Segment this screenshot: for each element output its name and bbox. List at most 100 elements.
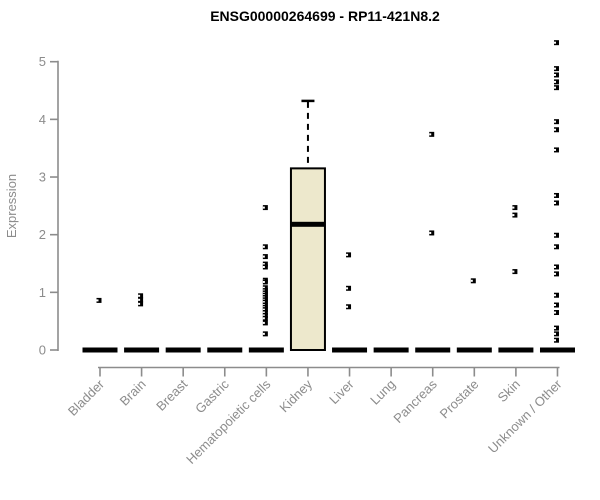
outlier-point	[262, 310, 268, 316]
x-tick-label-liver: Liver	[326, 376, 357, 407]
outlier-point-notch	[262, 314, 265, 317]
outlier-point-notch	[553, 272, 556, 275]
outlier-point-notch	[262, 206, 265, 209]
outlier-point	[553, 271, 559, 277]
outlier-point-notch	[553, 304, 556, 307]
outlier-point-notch	[512, 206, 515, 209]
x-tick-label-kidney: Kidney	[276, 376, 315, 415]
outlier-point	[262, 285, 268, 291]
outlier-point	[429, 230, 435, 236]
outlier-point	[553, 40, 559, 46]
outlier-point	[553, 244, 559, 250]
x-tick-label-brain: Brain	[117, 377, 149, 409]
x-tick-label-unknown-other: Unknown / Other	[485, 376, 565, 456]
zero-bar	[373, 347, 409, 353]
outlier-point-notch	[512, 270, 515, 273]
zero-bar	[498, 347, 534, 353]
outlier-point	[346, 252, 352, 258]
outlier-point	[262, 307, 268, 313]
outlier-point	[512, 212, 518, 218]
zero-bar	[165, 347, 201, 353]
outlier-point	[346, 285, 352, 291]
outlier-point	[553, 147, 559, 153]
outlier-point-notch	[96, 299, 99, 302]
outlier-point-notch	[512, 214, 515, 217]
outlier-point	[262, 261, 268, 267]
outlier-point-notch	[553, 294, 556, 297]
zero-bar	[456, 347, 492, 353]
outlier-point	[553, 127, 559, 133]
outlier-point-notch	[262, 317, 265, 320]
outlier-point-notch	[553, 311, 556, 314]
y-tick-label: 2	[39, 227, 46, 242]
zero-bar	[124, 347, 160, 353]
outlier-point	[553, 331, 559, 337]
outlier-point-notch	[553, 128, 556, 131]
outlier-point-notch	[138, 302, 141, 305]
outlier-point	[512, 269, 518, 275]
y-tick-label: 1	[39, 285, 46, 300]
zero-bar	[82, 347, 118, 353]
chart-title: ENSG00000264699 - RP11-421N8.2	[210, 8, 440, 24]
outlier-point	[553, 325, 559, 331]
y-tick-label: 5	[39, 54, 46, 69]
x-tick-label-lung: Lung	[367, 377, 398, 408]
outlier-point	[553, 302, 559, 308]
outlier-point-notch	[429, 133, 432, 136]
outlier-point	[262, 320, 268, 326]
outlier-point-notch	[262, 265, 265, 268]
outlier-point-notch	[553, 148, 556, 151]
outlier-point-notch	[553, 332, 556, 335]
outlier-point-notch	[346, 287, 349, 290]
outlier-point-notch	[553, 41, 556, 44]
outlier-point	[470, 278, 476, 284]
outlier-point	[262, 315, 268, 321]
outlier-point-notch	[553, 67, 556, 70]
outlier-point	[138, 293, 144, 299]
outlier-point-notch	[553, 80, 556, 83]
outlier-point-notch	[553, 120, 556, 123]
outlier-point-notch	[346, 305, 349, 308]
outlier-point	[553, 292, 559, 298]
outlier-point-notch	[262, 321, 265, 324]
outlier-point	[262, 299, 268, 305]
outlier-point	[138, 297, 144, 303]
outlier-point	[429, 131, 435, 137]
y-axis-title: Expression	[4, 174, 19, 238]
zero-bar	[248, 347, 284, 353]
outlier-point-notch	[262, 308, 265, 311]
y-tick-label: 0	[39, 343, 46, 358]
outlier-point-notch	[262, 255, 265, 258]
outlier-point-notch	[138, 294, 141, 297]
outlier-point-notch	[553, 194, 556, 197]
outlier-point	[262, 312, 268, 318]
outlier-point	[553, 79, 559, 85]
outlier-point	[96, 297, 102, 303]
outlier-point	[553, 72, 559, 78]
outlier-point	[262, 205, 268, 211]
outlier-point-notch	[262, 301, 265, 304]
box-kidney	[289, 167, 326, 351]
x-tick-label-bladder: Bladder	[65, 376, 108, 419]
outlier-point-notch	[553, 327, 556, 330]
outlier-point-notch	[553, 201, 556, 204]
outlier-point-notch	[553, 234, 556, 237]
x-tick-label-pancreas: Pancreas	[390, 376, 440, 426]
x-tick-label-gastric: Gastric	[192, 376, 232, 416]
outlier-point-notch	[262, 263, 265, 266]
outlier-point-notch	[262, 280, 265, 283]
outlier-point	[553, 200, 559, 206]
x-tick-label-prostate: Prostate	[437, 377, 482, 422]
outlier-point-notch	[262, 286, 265, 289]
outlier-point	[553, 264, 559, 270]
outlier-point-notch	[262, 245, 265, 248]
zero-bar	[415, 347, 451, 353]
outlier-point	[262, 331, 268, 337]
outlier-point-notch	[138, 298, 141, 301]
zero-bar	[332, 347, 368, 353]
outlier-point	[512, 205, 518, 211]
zero-bar	[539, 347, 575, 353]
